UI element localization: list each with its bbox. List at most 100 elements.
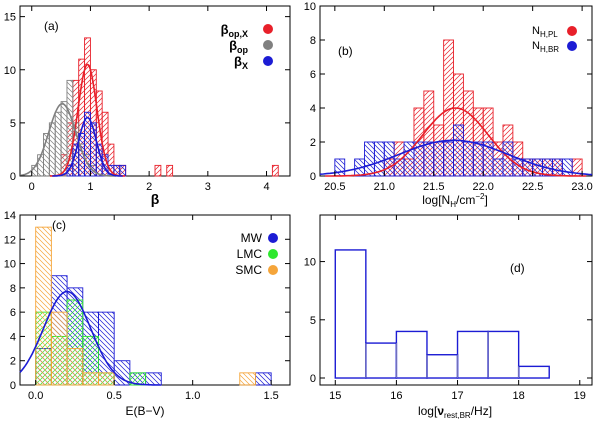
ytick-label-b-5: 10: [304, 1, 316, 13]
ytick-label-a-0: 0: [10, 171, 16, 183]
panel-d-xlabel-sub: rest,BR: [444, 411, 471, 420]
legend-a-beta-opx: βop,X: [221, 22, 248, 39]
legend-b-nh-br-main: N: [532, 40, 540, 52]
bar-b-s1-9: [423, 141, 435, 177]
bar-b-s1-16: [492, 158, 504, 177]
xtick-label-a-4: 4: [263, 181, 269, 193]
xtick-label-a-1: 1: [87, 181, 93, 193]
panel-d-frame: [319, 214, 593, 386]
bar-b-s1-13: [462, 141, 474, 177]
xtick-label-a-2: 2: [146, 181, 152, 193]
xtick-label-d-4: 19: [574, 390, 586, 402]
legend-a-beta-x-main: β: [234, 54, 242, 69]
panel-b-xlabel-mid: /cm: [456, 193, 475, 207]
xtick-label-c-0: 0.0: [28, 390, 43, 402]
xtick-label-c-3: 1.5: [264, 390, 279, 402]
ytick-label-b-0: 0: [310, 171, 316, 183]
legend-a-beta-opx-main: β: [221, 22, 229, 37]
legend-b-nh-pl-sub: H,PL: [540, 30, 558, 39]
bar-d-s0-2: [395, 330, 428, 379]
bar-c-s2-3: [82, 372, 99, 386]
bar-c-s2-0: [35, 226, 52, 386]
xtick-label-d-2: 17: [451, 390, 463, 402]
ytick-label-a-2: 10: [4, 65, 16, 77]
panel-a-xlabel: β: [151, 191, 160, 207]
bar-d-s0-3: [426, 354, 459, 379]
legend-c-lmc: LMC: [237, 247, 263, 261]
panel-d-xlabel-pre: log[: [418, 404, 438, 418]
legend-c-smc-marker: [268, 265, 278, 275]
panel-d: (d) 15 16 17 18 19 0 5 10 log[νrest,BR/Hz]: [304, 214, 593, 420]
panel-b-xlabel: log[NH/cm−2]: [422, 192, 488, 209]
panel-b-xlabel-sup: −2: [475, 192, 485, 201]
bar-b-s1-22: [551, 158, 563, 177]
panel-b-bars: [334, 39, 583, 177]
panel-c-label: (c): [52, 218, 66, 232]
ytick-label-d-1: 5: [310, 315, 316, 327]
panel-b-xlabel-post: ]: [484, 193, 487, 207]
legend-a-beta-opx-marker: [263, 24, 273, 34]
ytick-label-c-3: 6: [10, 307, 16, 319]
bar-d-s0-6: [517, 365, 550, 379]
xtick-label-d-1: 16: [390, 390, 402, 402]
legend-b-nh-pl: NH,PL: [532, 25, 558, 39]
ytick-label-d-2: 10: [304, 257, 316, 269]
panel-b-xlabel-sub: H: [450, 200, 456, 209]
xtick-label-a-0: 0: [29, 181, 35, 193]
panel-a-ticks: 0 1 2 3 4 0 5 10 15: [4, 6, 290, 193]
panel-d-xlabel-nu: ν: [437, 404, 444, 418]
ytick-label-c-0: 0: [10, 380, 16, 392]
legend-a-beta-opx-sub: op,X: [229, 29, 249, 39]
bar-a-s0-15: [271, 164, 279, 177]
legend-b-nh-br-sub: H,BR: [540, 45, 559, 54]
ytick-label-b-2: 4: [310, 103, 316, 115]
legend-a-beta-op-marker: [263, 40, 273, 50]
panel-b-legend: NH,PL NH,BR: [532, 25, 577, 54]
panel-c-legend: MW LMC SMC: [235, 231, 278, 277]
legend-a-beta-x-marker: [263, 56, 273, 66]
bar-a-s1-5: [60, 101, 68, 177]
panel-d-ticks: 15 16 17 18 19 0 5 10: [304, 215, 592, 402]
panel-b-ticks: 20.5 21.0 21.5 22.0 22.5 23.0 0 2 4 6 8 10: [304, 1, 593, 193]
bar-d-s0-0: [334, 249, 367, 379]
bar-c-s2-1: [50, 311, 68, 386]
panel-d-xlabel-post: /Hz]: [471, 404, 492, 418]
fit-curve-b-s1: [319, 139, 593, 176]
panel-d-bars: [334, 249, 550, 379]
xtick-label-b-1: 21.0: [374, 181, 395, 193]
bar-b-s1-10: [433, 141, 445, 177]
xtick-label-b-2: 21.5: [423, 181, 444, 193]
legend-a-beta-op: βop: [229, 38, 248, 55]
panel-b-fits: [319, 107, 593, 177]
panel-c-xlabel: E(B−V): [125, 404, 164, 418]
legend-c-smc: SMC: [235, 263, 262, 277]
bar-d-s0-5: [487, 330, 520, 379]
ytick-label-c-2: 4: [10, 331, 16, 343]
legend-b-nh-br: NH,BR: [532, 40, 559, 54]
legend-b-nh-br-marker: [567, 41, 577, 51]
legend-a-beta-x: βX: [234, 54, 248, 71]
fit-curve-a-s2: [52, 116, 123, 177]
bar-c-s0-7: [145, 372, 162, 386]
xtick-label-d-3: 18: [513, 390, 525, 402]
ytick-label-c-7: 14: [4, 210, 16, 222]
bar-c-s2-5: [239, 372, 256, 386]
panel-a-fits: [19, 63, 126, 177]
xtick-label-b-3: 22.0: [472, 181, 493, 193]
xtick-label-b-0: 20.5: [324, 181, 345, 193]
bar-b-s1-11: [443, 141, 454, 177]
ytick-label-b-4: 8: [310, 35, 316, 47]
bar-b-s1-14: [472, 141, 484, 177]
panel-b-xlabel-pre: log[N: [422, 193, 450, 207]
bar-b-s1-0: [334, 158, 346, 177]
bar-a-s2-9: [119, 164, 127, 177]
xtick-label-a-3: 3: [205, 181, 211, 193]
bar-a-s1-4: [54, 111, 62, 177]
panel-a-legend: βop,X βop βX: [221, 22, 273, 71]
bar-a-s1-3: [48, 122, 56, 177]
xtick-label-c-1: 0.5: [107, 390, 122, 402]
bar-c-s0-8: [255, 372, 272, 386]
panel-b-label: (b): [338, 44, 353, 58]
legend-b-nh-pl-main: N: [532, 25, 540, 37]
